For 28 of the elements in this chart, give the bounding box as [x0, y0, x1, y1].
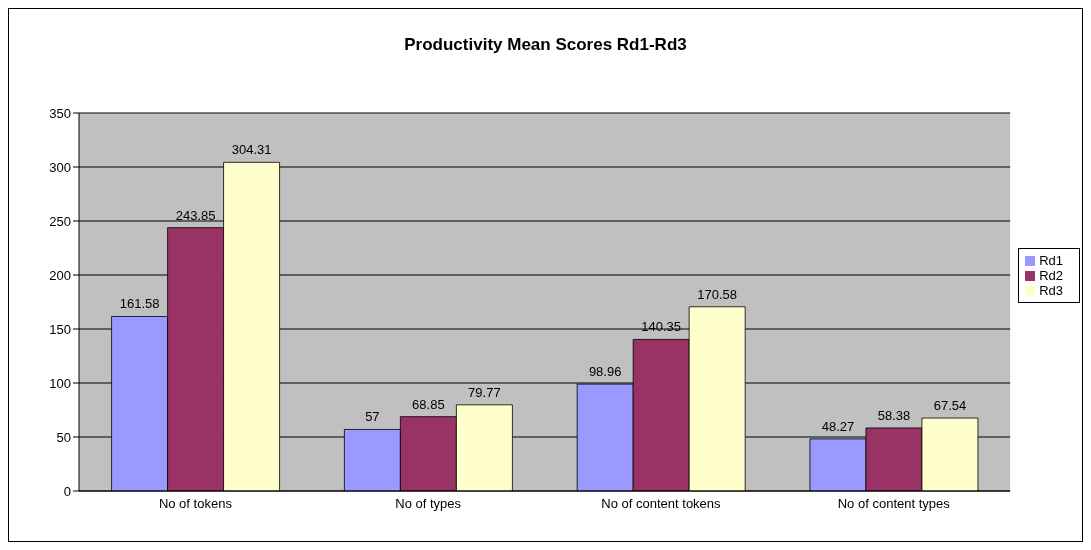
data-label: 243.85	[175, 207, 216, 223]
data-label: 58.38	[877, 407, 911, 423]
y-tick-label: 0	[63, 483, 71, 499]
data-label: 98.96	[588, 364, 622, 380]
data-label: 79.77	[468, 384, 501, 400]
legend-label: Rd3	[1039, 282, 1063, 298]
data-label: 140.35	[641, 319, 682, 335]
y-tick-label: 100	[49, 375, 71, 391]
x-tick-label: No of types	[395, 496, 462, 512]
chart-title: Productivity Mean Scores Rd1-Rd3	[403, 35, 688, 55]
legend-label: Rd1	[1039, 252, 1063, 268]
x-tick-label: No of content types	[837, 496, 951, 512]
x-tick-label: No of tokens	[158, 496, 233, 512]
data-label: 170.58	[697, 286, 738, 302]
data-label: 57	[365, 409, 380, 425]
data-label: 48.27	[821, 418, 855, 434]
y-tick-label: 250	[49, 213, 71, 229]
y-tick-label: 150	[49, 321, 71, 337]
y-tick-label: 300	[49, 159, 71, 175]
y-tick-label: 200	[49, 267, 71, 283]
data-label: 68.85	[412, 396, 445, 412]
y-tick-label: 350	[49, 105, 71, 121]
x-tick-label: No of content tokens	[601, 496, 722, 512]
legend-label: Rd2	[1039, 267, 1063, 283]
data-label: 161.58	[119, 296, 160, 312]
y-tick-label: 50	[56, 429, 71, 445]
data-label: 67.54	[933, 398, 967, 414]
data-label: 304.31	[231, 142, 272, 158]
